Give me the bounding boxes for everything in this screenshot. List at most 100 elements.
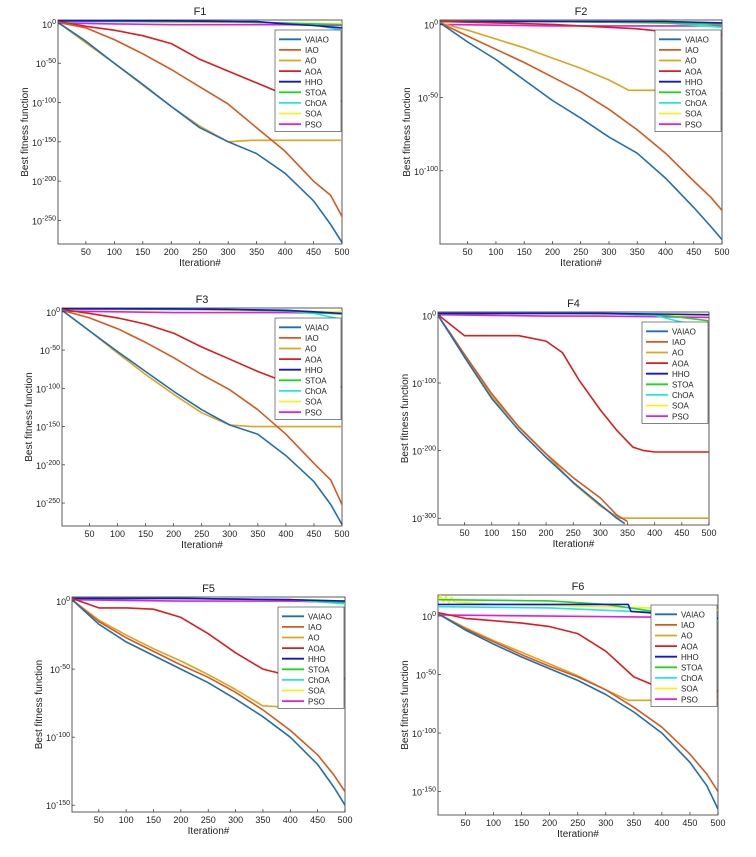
y-tick-label: 10-100 — [412, 728, 436, 739]
x-tick-label: 100 — [484, 528, 499, 538]
series-group — [62, 308, 342, 525]
x-tick-label: 500 — [701, 528, 716, 538]
y-tick-label: 10-300 — [412, 513, 436, 524]
y-axis-label: Best fitness function — [34, 660, 45, 750]
series-line-iao — [58, 21, 342, 217]
legend-entry-choa: ChOA — [685, 99, 707, 108]
legend-entry-stoa: STOA — [672, 381, 694, 390]
legend-entry-pso: PSO — [672, 412, 689, 421]
x-tick-label: 200 — [173, 815, 188, 825]
x-tick-label: 450 — [310, 815, 325, 825]
series-group — [438, 312, 709, 525]
legend-entry-hho: HHO — [685, 78, 703, 87]
x-axis-label: Iteration# — [181, 540, 223, 551]
legend-entry-stoa: STOA — [305, 89, 327, 98]
y-tick-label: 10-50 — [418, 93, 438, 104]
x-tick-label: 100 — [488, 247, 503, 257]
y-tick-label: 10-150 — [412, 787, 436, 798]
x-tick-label: 300 — [593, 528, 608, 538]
legend-entry-hho: HHO — [305, 366, 323, 375]
x-tick-label: 250 — [570, 818, 585, 828]
series-line-iao — [62, 309, 342, 505]
y-tick-label: 100 — [46, 307, 60, 318]
legend-entry-hho: HHO — [681, 653, 699, 662]
chart-panel-f2: 50 100 150 200 250 300 350 400 450 500 100 10-50 10-… — [402, 6, 730, 269]
y-tick-label: 10-100 — [414, 166, 438, 177]
x-tick-label: 450 — [686, 247, 701, 257]
x-tick-label: 100 — [107, 247, 122, 257]
legend-entry-stoa: STOA — [305, 377, 327, 386]
y-tick-label: 10-200 — [32, 176, 56, 187]
x-tick-label: 50 — [94, 815, 104, 825]
y-tick-label: 10-50 — [40, 345, 60, 356]
series-line-aoa — [438, 314, 709, 453]
legend-entry-soa: SOA — [672, 402, 690, 411]
chart-panel-f5: 50 100 150 200 250 300 350 400 450 500 100 10-50 10-… — [34, 583, 353, 837]
legend-entry-stoa: STOA — [681, 664, 703, 673]
legend-box — [641, 321, 709, 424]
legend-entry-vaiao: VAIAO — [305, 36, 329, 45]
y-tick-label: 100 — [42, 19, 56, 30]
x-tick-label: 350 — [626, 818, 641, 828]
chart-title: F4 — [567, 298, 580, 310]
series-line-vaiao — [438, 314, 626, 525]
legend-entry-soa: SOA — [681, 685, 699, 694]
legend-entry-stoa: STOA — [685, 89, 707, 98]
legend-entry-aoa: AOA — [672, 359, 690, 368]
series-line-vaiao — [58, 21, 342, 243]
chart-panel-f4: 50 100 150 200 250 300 350 400 450 500 100 10-100 10… — [400, 298, 717, 550]
y-tick-label: 10-250 — [36, 498, 60, 509]
x-tick-label: 250 — [201, 815, 216, 825]
legend-entry-iao: IAO — [685, 46, 699, 55]
x-tick-label: 250 — [194, 529, 209, 539]
series-line-iao — [440, 22, 722, 211]
legend-entry-ao: AO — [672, 349, 684, 358]
legend-entry-soa: SOA — [308, 687, 326, 696]
x-tick-label: 500 — [714, 247, 729, 257]
series-line-hho — [62, 308, 342, 315]
legend-entry-iao: IAO — [672, 338, 686, 347]
chart-title: F6 — [572, 581, 585, 593]
y-tick-label: 10-150 — [46, 800, 70, 811]
x-tick-label: 350 — [250, 529, 265, 539]
x-tick-label: 150 — [135, 247, 150, 257]
series-line-hho — [438, 312, 709, 316]
y-axis-label: Best fitness function — [402, 87, 413, 177]
chart-title: F5 — [202, 583, 215, 595]
x-tick-label: 50 — [81, 247, 91, 257]
chart-title: F2 — [575, 6, 588, 18]
series-line-hho — [72, 597, 345, 602]
chart-title: F1 — [194, 6, 207, 18]
legend-entry-choa: ChOA — [308, 676, 330, 685]
y-tick-label: 10-150 — [32, 137, 56, 148]
legend-entry-aoa: AOA — [681, 642, 699, 651]
x-tick-label: 150 — [138, 529, 153, 539]
series-line-iao — [438, 314, 628, 523]
x-tick-label: 300 — [221, 247, 236, 257]
legend-box — [274, 317, 342, 420]
x-tick-label: 200 — [545, 247, 560, 257]
x-tick-label: 200 — [539, 528, 554, 538]
x-tick-label: 50 — [460, 818, 470, 828]
x-tick-label: 300 — [222, 529, 237, 539]
y-tick-label: 10-100 — [46, 732, 70, 743]
y-tick-label: 100 — [422, 310, 436, 321]
x-tick-label: 350 — [249, 247, 264, 257]
x-tick-label: 500 — [334, 247, 349, 257]
x-tick-label: 150 — [517, 247, 532, 257]
x-tick-label: 350 — [630, 247, 645, 257]
x-tick-label: 400 — [658, 247, 673, 257]
legend-entry-ao: AO — [308, 634, 320, 643]
legend-entry-vaiao: VAIAO — [685, 36, 709, 45]
x-tick-label: 300 — [228, 815, 243, 825]
y-axis-label: Best fitness function — [400, 374, 411, 464]
x-tick-label: 250 — [573, 247, 588, 257]
legend-entry-vaiao: VAIAO — [681, 611, 705, 620]
x-tick-label: 400 — [647, 528, 662, 538]
legend-entry-pso: PSO — [681, 695, 698, 704]
legend-entry-hho: HHO — [308, 655, 326, 664]
chart-panel-f3: 50 100 150 200 250 300 350 400 450 500 100 10-50 10-… — [24, 294, 350, 551]
series-group — [72, 597, 345, 806]
